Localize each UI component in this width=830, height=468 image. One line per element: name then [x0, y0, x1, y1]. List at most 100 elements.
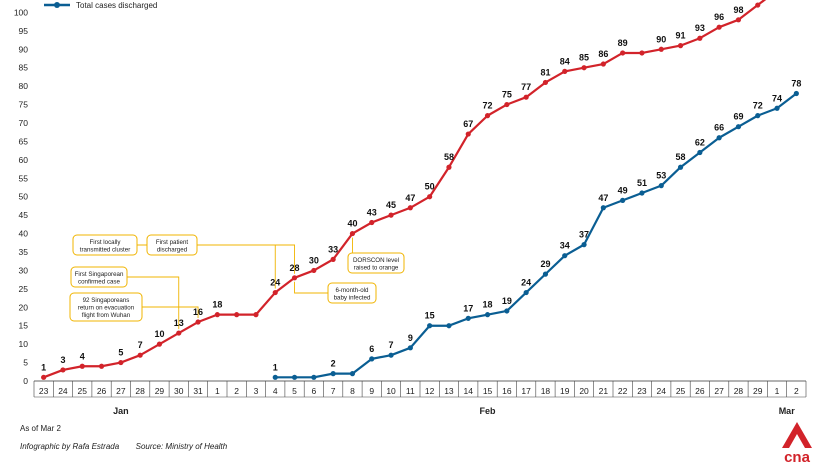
data-point-0: [156, 341, 163, 347]
data-point-1: [620, 197, 626, 203]
data-point-0: [427, 194, 433, 200]
data-point-1: [716, 135, 722, 141]
x-tick-label: 24: [657, 386, 667, 396]
data-label-0: 10: [154, 329, 164, 339]
annotation-text: 92 Singaporeans: [83, 297, 130, 304]
as-of-note: As of Mar 2: [20, 424, 61, 433]
data-point-0: [504, 101, 510, 108]
data-label-0: 98: [733, 5, 743, 15]
annotation-text: confirmed case: [78, 278, 121, 285]
data-point-0: [349, 230, 356, 237]
y-tick-label: 65: [19, 136, 29, 146]
data-point-1: [484, 312, 491, 318]
annotation-leader: [294, 281, 328, 294]
x-tick-label: 24: [58, 386, 68, 396]
data-point-0: [98, 363, 105, 369]
data-point-0: [234, 312, 240, 318]
annotation-text: return on evacuation: [78, 305, 135, 312]
data-point-1: [504, 308, 510, 314]
data-label-0: 30: [309, 255, 319, 265]
line-chart: 0510152025303540455055606570758085909510…: [14, 0, 807, 416]
data-point-0: [600, 61, 606, 67]
y-tick-label: 60: [19, 155, 29, 165]
x-tick-label: 26: [97, 386, 107, 396]
x-tick-label: 29: [753, 386, 763, 396]
data-point-1: [349, 371, 356, 377]
data-point-0: [639, 50, 645, 56]
x-tick-label: 23: [637, 386, 647, 396]
data-label-1: 37: [579, 230, 589, 240]
data-label-1: 66: [714, 123, 724, 133]
x-tick-label: 11: [406, 386, 415, 396]
y-tick-label: 55: [19, 173, 29, 183]
data-point-1: [311, 374, 317, 380]
data-label-1: 7: [389, 340, 394, 350]
axis-layer: 0510152025303540455055606570758085909510…: [14, 7, 807, 416]
data-label-1: 17: [463, 303, 473, 313]
annotation-text: First Singaporean: [75, 271, 124, 278]
data-label-1: 62: [695, 137, 705, 147]
x-tick-label: 14: [464, 386, 474, 396]
data-label-1: 49: [618, 185, 628, 195]
data-point-0: [60, 367, 66, 373]
x-tick-label: 27: [714, 386, 724, 396]
legend-swatch-marker: [54, 2, 60, 8]
data-label-1: 74: [772, 93, 782, 103]
data-point-0: [542, 79, 549, 86]
data-label-1: 19: [502, 296, 512, 306]
x-tick-label: 21: [599, 386, 609, 396]
x-tick-label: 1: [215, 386, 220, 396]
data-label-1: 69: [733, 112, 743, 122]
data-point-1: [465, 315, 471, 321]
y-tick-label: 15: [19, 321, 29, 331]
x-tick-label: 13: [444, 386, 454, 396]
data-point-1: [272, 374, 278, 380]
data-label-0: 7: [138, 340, 143, 350]
x-tick-label: 31: [193, 386, 203, 396]
annotation-box: [69, 292, 143, 322]
data-label-0: 3: [60, 355, 65, 365]
data-point-1: [658, 183, 664, 189]
data-label-0: 16: [193, 307, 203, 317]
x-tick-label: 8: [350, 386, 355, 396]
data-label-0: 72: [483, 101, 493, 111]
data-point-0: [79, 363, 85, 369]
annotation-text: baby infected: [334, 294, 371, 301]
data-point-1: [291, 374, 298, 380]
data-label-0: 91: [676, 31, 686, 41]
data-point-0: [562, 68, 568, 74]
data-point-1: [562, 253, 568, 259]
data-label-0: 85: [579, 53, 589, 63]
annotation-text: raised to orange: [354, 264, 399, 271]
y-tick-label: 35: [19, 247, 29, 257]
data-point-0: [658, 46, 664, 52]
logo-mark: [782, 422, 812, 448]
annotation-leader: [127, 276, 180, 330]
y-tick-label: 100: [14, 7, 28, 17]
x-tick-label: 5: [292, 386, 297, 396]
annotation-leader: [197, 244, 276, 289]
annotation-text: First patient: [156, 239, 189, 246]
x-tick-label: 4: [273, 386, 278, 396]
data-label-1: 53: [656, 171, 666, 181]
annotation-text: transmitted cluster: [80, 246, 131, 253]
data-point-1: [697, 149, 703, 156]
data-point-0: [446, 164, 452, 170]
data-point-1: [388, 352, 394, 358]
y-tick-label: 70: [19, 118, 29, 128]
data-point-0: [118, 359, 124, 366]
x-tick-label: 15: [483, 386, 493, 396]
data-label-0: 96: [714, 12, 724, 22]
data-label-0: 58: [444, 152, 454, 162]
data-point-1: [774, 105, 780, 111]
data-point-0: [272, 289, 278, 296]
legend: Total cases discharged: [44, 1, 157, 10]
data-label-1: 15: [425, 311, 435, 321]
data-label-1: 34: [560, 241, 570, 251]
data-point-1: [600, 205, 606, 211]
data-label-0: 81: [540, 67, 550, 77]
y-tick-label: 45: [19, 210, 29, 220]
data-point-1: [523, 289, 529, 296]
data-point-0: [137, 352, 143, 358]
data-point-0: [176, 330, 182, 336]
